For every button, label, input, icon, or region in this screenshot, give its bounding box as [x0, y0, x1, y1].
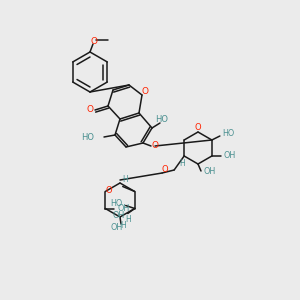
Text: O: O — [162, 164, 169, 173]
Text: OH: OH — [117, 204, 130, 213]
Text: O: O — [91, 37, 98, 46]
Text: H: H — [120, 221, 126, 230]
Text: OH: OH — [203, 167, 215, 176]
Text: H: H — [122, 176, 128, 184]
Text: HO: HO — [155, 116, 169, 124]
Text: HO: HO — [81, 133, 94, 142]
Text: OH: OH — [111, 224, 123, 232]
Text: O: O — [142, 86, 148, 95]
Text: HO: HO — [110, 199, 123, 208]
Text: O: O — [152, 142, 158, 151]
Text: H: H — [125, 214, 131, 224]
Text: OH: OH — [112, 211, 125, 220]
Text: O: O — [106, 186, 112, 195]
Text: O: O — [195, 124, 201, 133]
Text: O: O — [86, 106, 94, 115]
Text: H: H — [179, 160, 185, 169]
Text: OH: OH — [224, 152, 236, 160]
Text: HO: HO — [222, 130, 234, 139]
